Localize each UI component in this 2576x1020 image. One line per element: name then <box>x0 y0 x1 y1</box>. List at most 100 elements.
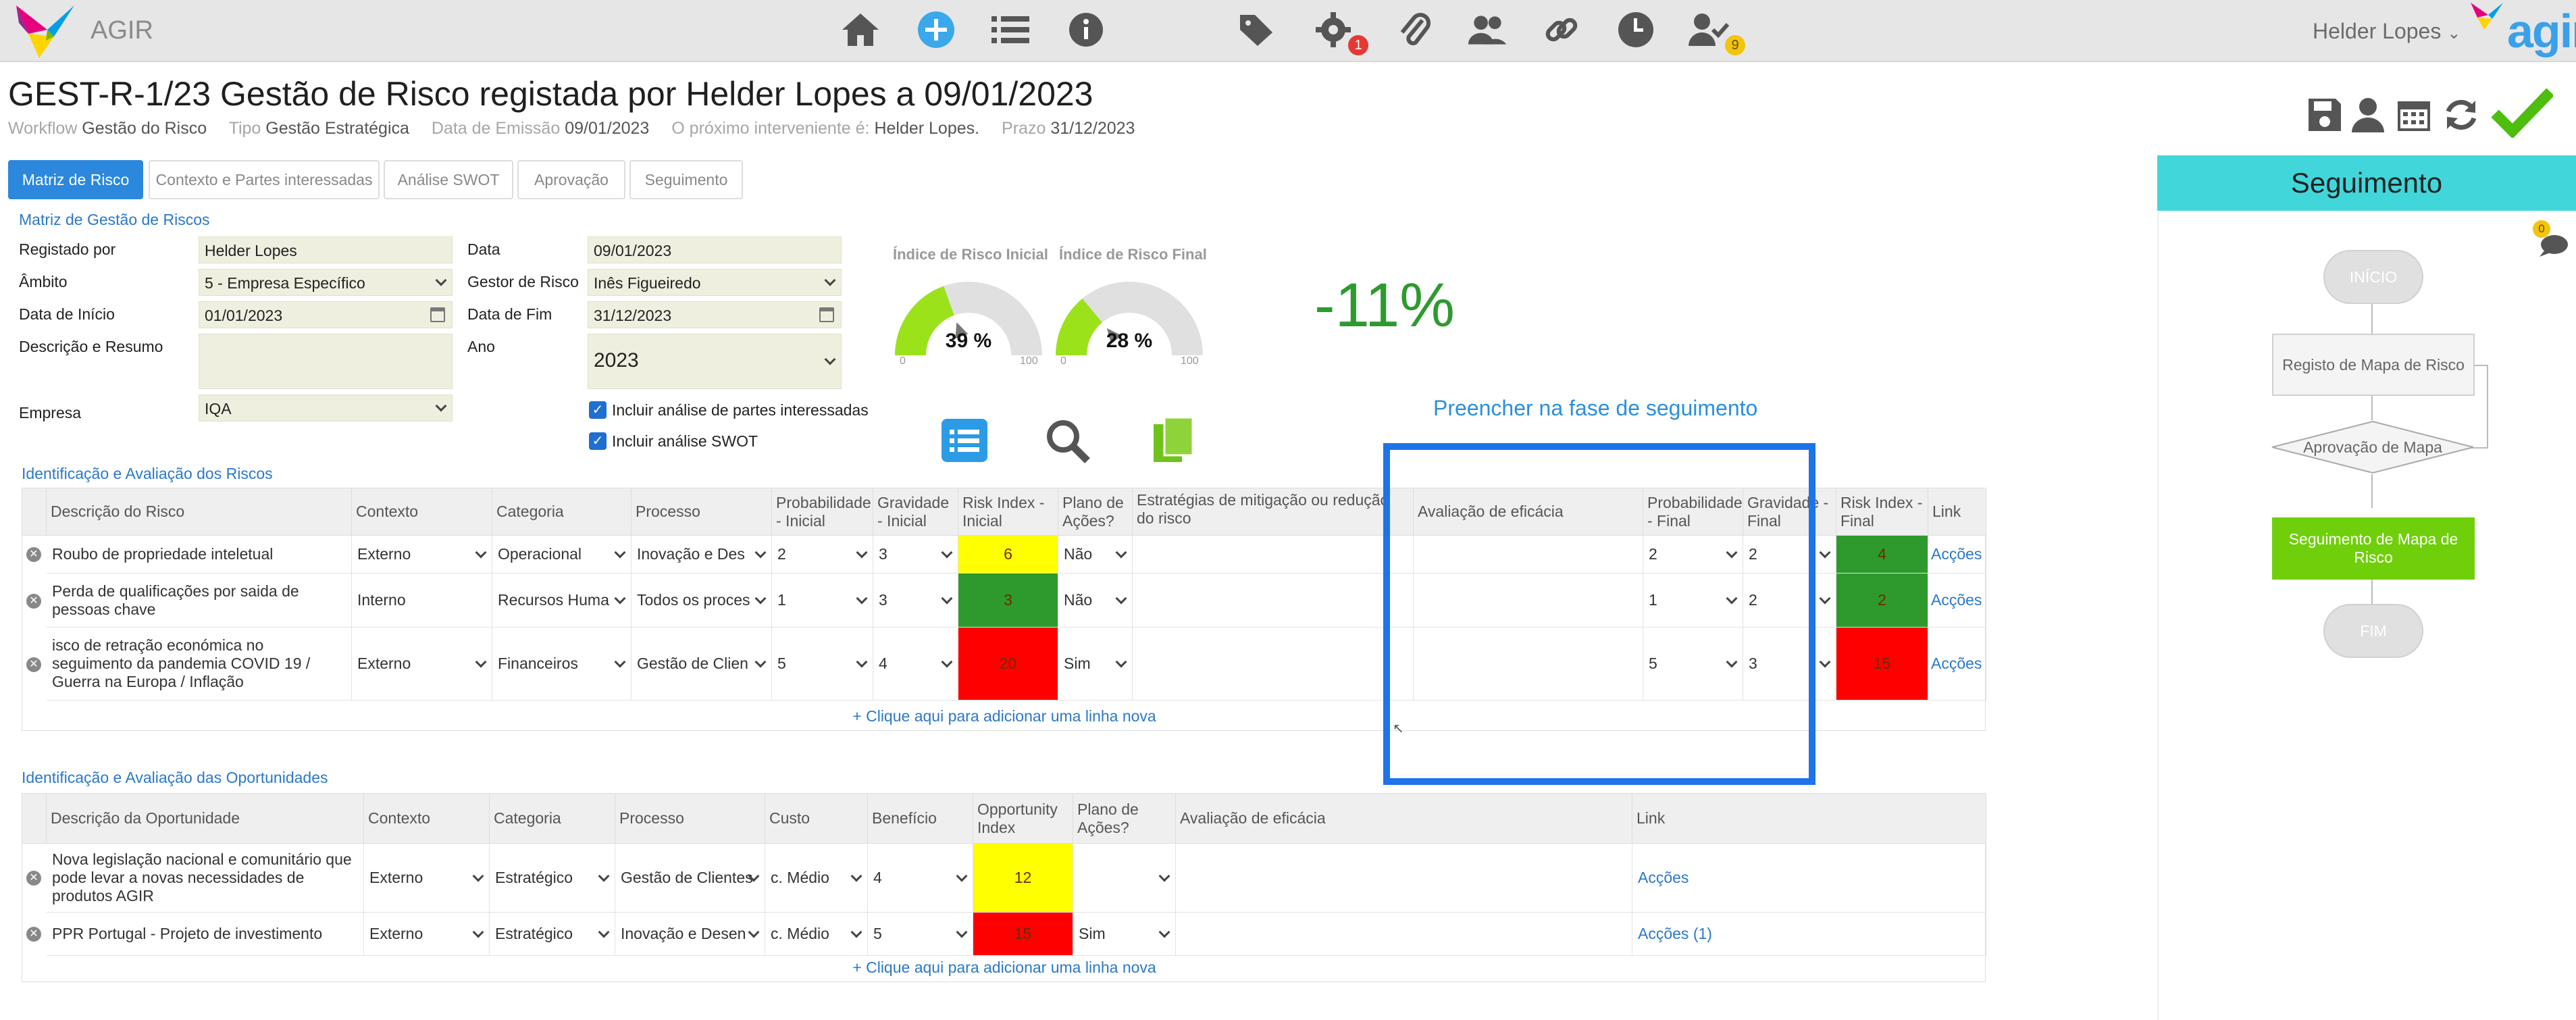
risk-categoria-select[interactable]: Financeiros <box>492 628 632 700</box>
opp-descricao[interactable]: Nova legislação nacional e comunitário q… <box>47 844 364 913</box>
opp-categoria-select[interactable]: Estratégico <box>490 913 615 956</box>
opp-descricao[interactable]: PPR Portugal - Projeto de investimento <box>47 913 364 956</box>
copy-icon[interactable] <box>1152 416 1195 465</box>
flow-node-inicio[interactable]: INÍCIO <box>2323 250 2423 304</box>
risk-estrategias[interactable] <box>1133 628 1414 700</box>
risk-descricao[interactable]: Roubo de propriedade inteletual <box>47 536 352 573</box>
opp-beneficio-select[interactable]: 5 <box>868 913 973 956</box>
flow-node-aprovacao[interactable]: Aprovação de Mapa <box>2271 420 2475 474</box>
opp-contexto-select[interactable]: Externo <box>364 913 490 956</box>
ano-select[interactable]: 2023 <box>588 334 842 389</box>
descricao-field[interactable] <box>199 334 453 389</box>
opp-custo-select[interactable]: c. Médio <box>765 844 868 913</box>
remove-row-icon[interactable]: ✕ <box>26 594 41 609</box>
risk-prob-f-select[interactable]: 1 <box>1643 573 1743 628</box>
risk-processo-select[interactable]: Gestão de Clien <box>632 628 772 700</box>
opp-eficacia[interactable] <box>1176 913 1632 956</box>
risk-estrategias[interactable] <box>1133 573 1414 628</box>
opp-plano-select[interactable]: Sim <box>1073 913 1176 956</box>
risk-processo-select[interactable]: Inovação e Des <box>632 536 772 573</box>
remove-row-icon[interactable]: ✕ <box>26 927 41 942</box>
risk-prob-i-select[interactable]: 5 <box>772 628 873 700</box>
approve-check-icon[interactable] <box>2491 86 2553 138</box>
risk-grav-i-select[interactable]: 3 <box>873 573 958 628</box>
remove-row-icon[interactable]: ✕ <box>26 657 41 672</box>
data-inicio-field[interactable]: 01/01/2023 <box>199 301 453 328</box>
risk-plano-select[interactable]: Não <box>1058 573 1133 628</box>
gestor-select[interactable]: Inês Figueiredo <box>588 269 842 296</box>
calendar-icon[interactable] <box>819 307 834 322</box>
add-risk-row-link[interactable]: + Clique aqui para adicionar uma linha n… <box>852 707 1156 725</box>
add-icon[interactable] <box>916 9 956 50</box>
opp-link[interactable]: Acções <box>1632 844 1986 913</box>
flow-node-fim[interactable]: FIM <box>2323 604 2423 658</box>
ambito-select[interactable]: 5 - Empresa Específico <box>199 269 453 296</box>
home-icon[interactable] <box>840 9 881 50</box>
risk-link[interactable]: Acções (1) <box>1928 628 1986 700</box>
risk-grav-i-select[interactable]: 3 <box>873 536 958 573</box>
risk-link[interactable]: Acções <box>1928 573 1986 628</box>
risk-plano-select[interactable]: Não <box>1058 536 1133 573</box>
opp-beneficio-select[interactable]: 4 <box>868 844 973 913</box>
link-icon[interactable] <box>1541 9 1582 50</box>
chk-partes-interessadas[interactable]: ✓ <box>589 401 607 419</box>
risk-processo-select[interactable]: Todos os proces <box>632 573 772 628</box>
risk-contexto-select[interactable]: Externo <box>352 536 492 573</box>
risk-eficacia[interactable] <box>1414 536 1643 573</box>
risk-prob-f-select[interactable]: 2 <box>1643 536 1743 573</box>
opp-link[interactable]: Acções (1) <box>1632 913 1986 956</box>
opp-processo-select[interactable]: Gestão de Clientes <box>615 844 765 913</box>
tab-contexto[interactable]: Contexto e Partes interessadas <box>149 160 380 199</box>
risk-categoria-select[interactable]: Operacional <box>492 536 632 573</box>
risk-contexto-select[interactable]: Externo <box>352 628 492 700</box>
opp-plano-select[interactable] <box>1073 844 1176 913</box>
opp-categoria-select[interactable]: Estratégico <box>490 844 615 913</box>
flow-node-registo[interactable]: Registo de Mapa de Risco <box>2272 334 2475 396</box>
opp-custo-select[interactable]: c. Médio <box>765 913 868 956</box>
flow-node-seguimento[interactable]: Seguimento de Mapa de Risco <box>2272 517 2475 580</box>
calendar-icon[interactable] <box>2392 93 2436 136</box>
tab-seguimento[interactable]: Seguimento <box>629 160 743 199</box>
risk-eficacia[interactable] <box>1414 573 1643 628</box>
risk-link[interactable]: Acções (1) <box>1928 536 1986 573</box>
opp-contexto-select[interactable]: Externo <box>364 844 490 913</box>
gear-icon[interactable] <box>1313 9 1354 50</box>
risk-plano-select[interactable]: Sim <box>1058 628 1133 700</box>
risk-grav-i-select[interactable]: 4 <box>873 628 958 700</box>
info-icon[interactable] <box>1066 9 1106 50</box>
paperclip-icon[interactable] <box>1394 9 1435 50</box>
risk-prob-f-select[interactable]: 5 <box>1643 628 1743 700</box>
remove-row-icon[interactable]: ✕ <box>26 871 41 886</box>
add-opp-row-link[interactable]: + Clique aqui para adicionar uma linha n… <box>852 959 1156 976</box>
data-field[interactable]: 09/01/2023 <box>588 236 842 263</box>
tab-aprovacao[interactable]: Aprovação <box>517 160 625 199</box>
risk-descricao[interactable]: isco de retração económica no seguimento… <box>47 628 352 700</box>
remove-row-icon[interactable]: ✕ <box>26 547 41 562</box>
risk-prob-i-select[interactable]: 2 <box>772 536 873 573</box>
tab-matriz-de-risco[interactable]: Matriz de Risco <box>8 160 143 199</box>
empresa-select[interactable]: IQA <box>199 394 453 422</box>
opp-processo-select[interactable]: Inovação e Desen <box>615 913 765 956</box>
agir-logo[interactable] <box>12 3 77 59</box>
user-menu[interactable]: Helder Lopes ⌄ <box>2313 19 2461 44</box>
users-icon[interactable] <box>1467 9 1508 50</box>
risk-descricao[interactable]: Perda de qualificações por saida de pess… <box>47 573 352 628</box>
comments-icon[interactable] <box>2535 224 2569 257</box>
risk-categoria-select[interactable]: Recursos Huma <box>492 573 632 628</box>
user-icon[interactable] <box>2346 93 2390 136</box>
risk-grav-f-select[interactable]: 2 <box>1743 536 1836 573</box>
clock-icon[interactable] <box>1616 9 1656 50</box>
tab-analise-swot[interactable]: Análise SWOT <box>384 160 513 199</box>
risk-eficacia[interactable] <box>1414 628 1643 700</box>
user-check-icon[interactable] <box>1689 9 1729 50</box>
chk-swot[interactable]: ✓ <box>589 432 607 450</box>
risk-prob-i-select[interactable]: 1 <box>772 573 873 628</box>
risk-grav-f-select[interactable]: 2 <box>1743 573 1836 628</box>
risk-grav-f-select[interactable]: 3 <box>1743 628 1836 700</box>
save-icon[interactable] <box>2303 93 2346 136</box>
tag-icon[interactable] <box>1239 9 1279 50</box>
refresh-icon[interactable] <box>2440 93 2483 136</box>
risk-estrategias[interactable] <box>1133 536 1414 573</box>
data-fim-field[interactable]: 31/12/2023 <box>588 301 842 328</box>
list-icon[interactable] <box>990 9 1031 50</box>
